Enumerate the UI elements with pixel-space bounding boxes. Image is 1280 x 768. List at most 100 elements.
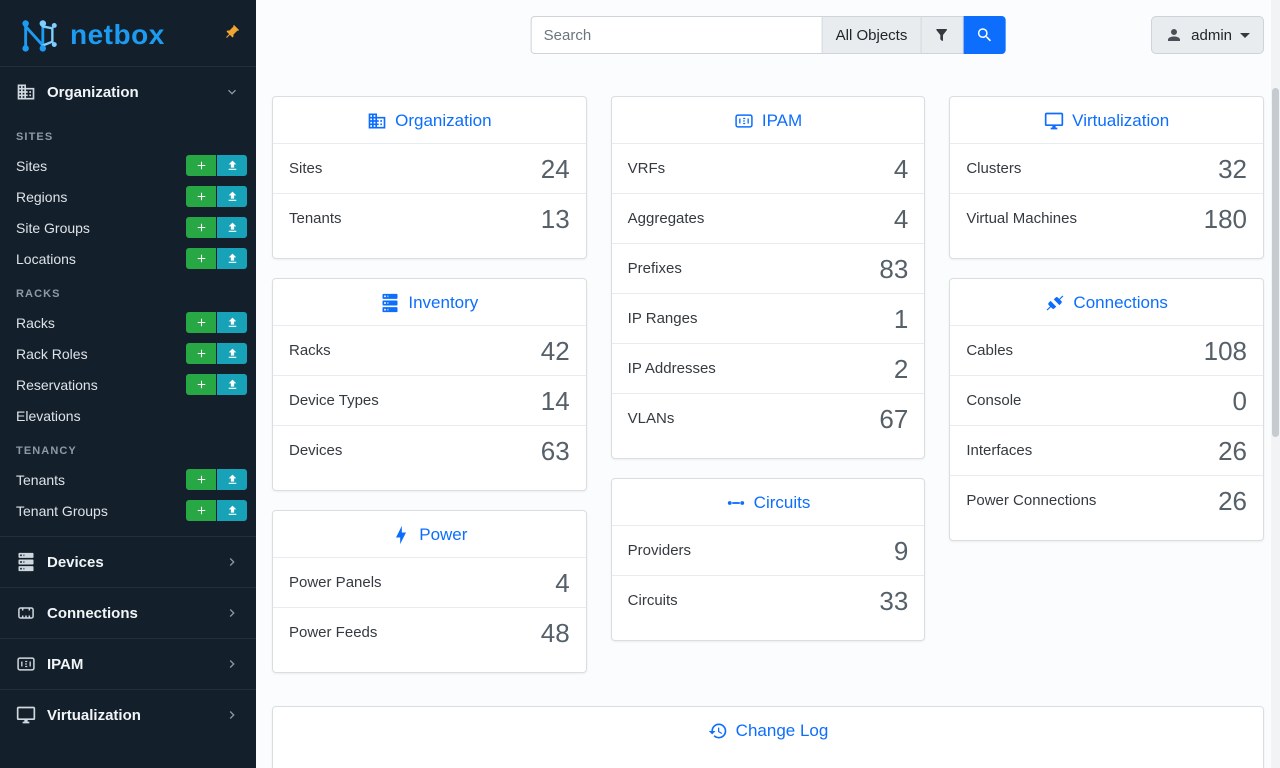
sidebar-item-regions[interactable]: Regions — [0, 181, 256, 212]
sidebar-item-connections[interactable]: Connections — [0, 587, 256, 638]
add-button[interactable] — [186, 500, 216, 521]
plus-icon — [197, 349, 205, 358]
stat-row-vrfs[interactable]: VRFs 4 — [611, 143, 925, 193]
stat-row-tenants[interactable]: Tenants 13 — [273, 193, 586, 243]
plus-icon — [197, 506, 205, 515]
sidebar-item-locations[interactable]: Locations — [0, 243, 256, 274]
add-button[interactable] — [186, 248, 216, 269]
cards-column-3: Virtualization Clusters 32 Virtual Machi… — [949, 96, 1265, 541]
netbox-logo[interactable]: netbox — [16, 14, 165, 56]
sidebar: netbox Organization SITES Sites — [0, 0, 256, 768]
import-button[interactable] — [217, 155, 247, 176]
import-button[interactable] — [217, 500, 247, 521]
stat-row-power-connections[interactable]: Power Connections 26 — [950, 475, 1264, 525]
stat-row-interfaces[interactable]: Interfaces 26 — [950, 425, 1264, 475]
upload-icon — [228, 505, 236, 515]
user-menu-button[interactable]: admin — [1151, 16, 1264, 54]
sidebar-item-tenant-groups[interactable]: Tenant Groups — [0, 495, 256, 526]
sidebar-item-tenants[interactable]: Tenants — [0, 464, 256, 495]
search-input[interactable] — [530, 16, 823, 54]
sidebar-item-label: Regions — [16, 188, 68, 205]
inventory-card: Inventory Racks 42 Device Types 14 Devic… — [272, 278, 587, 491]
stat-row-device-types[interactable]: Device Types 14 — [273, 375, 586, 425]
stat-row-power-feeds[interactable]: Power Feeds 48 — [273, 607, 586, 657]
add-button[interactable] — [186, 217, 216, 238]
brand-name: netbox — [70, 19, 165, 50]
upload-icon — [228, 160, 236, 170]
scrollbar-thumb[interactable] — [1272, 88, 1279, 437]
person-icon — [1168, 29, 1181, 41]
add-button[interactable] — [186, 312, 216, 333]
stat-row-sites[interactable]: Sites 24 — [273, 143, 586, 193]
add-button[interactable] — [186, 155, 216, 176]
card-title: Change Log — [273, 707, 1263, 753]
import-button[interactable] — [217, 248, 247, 269]
sidebar-item-site-groups[interactable]: Site Groups — [0, 212, 256, 243]
plus-icon — [197, 223, 205, 232]
stat-row-devices[interactable]: Devices 63 — [273, 425, 586, 475]
sidebar-item-label: Organization — [47, 83, 139, 101]
import-button[interactable] — [217, 469, 247, 490]
card-title: Organization — [273, 97, 586, 143]
sidebar-item-devices[interactable]: Devices — [0, 536, 256, 587]
filter-icon — [936, 29, 948, 42]
sidebar-item-label: Elevations — [16, 407, 81, 424]
add-button[interactable] — [186, 469, 216, 490]
monitor-icon — [1044, 111, 1064, 131]
sidebar-item-ipam[interactable]: IPAM — [0, 638, 256, 689]
card-title: Inventory — [273, 279, 586, 325]
stat-row-ip-addresses[interactable]: IP Addresses 2 — [611, 343, 925, 393]
import-button[interactable] — [217, 374, 247, 395]
stat-row-virtual-machines[interactable]: Virtual Machines 180 — [950, 193, 1264, 243]
sidebar-item-racks[interactable]: Racks — [0, 307, 256, 338]
cable-icon — [1045, 293, 1065, 313]
quick-actions — [186, 155, 247, 176]
search-submit-button[interactable] — [963, 16, 1006, 54]
sidebar-item-reservations[interactable]: Reservations — [0, 369, 256, 400]
stat-row-racks[interactable]: Racks 42 — [273, 325, 586, 375]
quick-actions — [186, 374, 247, 395]
nav-group-heading-sites: SITES — [16, 131, 54, 143]
stat-row-prefixes[interactable]: Prefixes 83 — [611, 243, 925, 293]
stat-row-providers[interactable]: Providers 9 — [611, 525, 925, 575]
sidebar-item-label: Site Groups — [16, 219, 90, 236]
nav-group-heading-racks: RACKS — [16, 288, 61, 300]
sidebar-item-label: Racks — [16, 314, 55, 331]
filter-button[interactable] — [921, 16, 964, 54]
sidebar-item-label: Locations — [16, 250, 76, 267]
sidebar-item-elevations[interactable]: Elevations — [0, 400, 256, 431]
stat-row-vlans[interactable]: VLANs 67 — [611, 393, 925, 443]
stat-row-console[interactable]: Console 0 — [950, 375, 1264, 425]
import-button[interactable] — [217, 312, 247, 333]
add-button[interactable] — [186, 374, 216, 395]
stat-row-clusters[interactable]: Clusters 32 — [950, 143, 1264, 193]
dashboard-cards: Organization Sites 24 Tenants 13 Invento… — [272, 96, 1265, 673]
quick-actions — [186, 500, 247, 521]
quick-actions — [186, 312, 247, 333]
import-button[interactable] — [217, 217, 247, 238]
import-button[interactable] — [217, 343, 247, 364]
stat-row-aggregates[interactable]: Aggregates 4 — [611, 193, 925, 243]
search-icon — [977, 28, 991, 42]
add-button[interactable] — [186, 343, 216, 364]
stat-row-cables[interactable]: Cables 108 — [950, 325, 1264, 375]
transit-icon — [726, 493, 746, 513]
upload-icon — [228, 253, 236, 263]
object-scope-button[interactable]: All Objects — [822, 16, 922, 54]
sidebar-item-organization[interactable]: Organization — [0, 66, 256, 117]
cards-column-1: Organization Sites 24 Tenants 13 Invento… — [272, 96, 587, 673]
stat-row-ip-ranges[interactable]: IP Ranges 1 — [611, 293, 925, 343]
sidebar-item-sites[interactable]: Sites — [0, 150, 256, 181]
import-button[interactable] — [217, 186, 247, 207]
add-button[interactable] — [186, 186, 216, 207]
history-icon — [708, 721, 728, 741]
circuits-card: Circuits Providers 9 Circuits 33 — [610, 478, 926, 641]
sidebar-item-virtualization[interactable]: Virtualization — [0, 689, 256, 740]
upload-icon — [228, 379, 236, 389]
stat-row-circuits[interactable]: Circuits 33 — [611, 575, 925, 625]
organization-card: Organization Sites 24 Tenants 13 — [272, 96, 587, 259]
pin-sidebar-button[interactable] — [221, 22, 242, 46]
stat-row-power-panels[interactable]: Power Panels 4 — [273, 557, 586, 607]
monitor-icon — [16, 705, 36, 725]
sidebar-item-rack-roles[interactable]: Rack Roles — [0, 338, 256, 369]
